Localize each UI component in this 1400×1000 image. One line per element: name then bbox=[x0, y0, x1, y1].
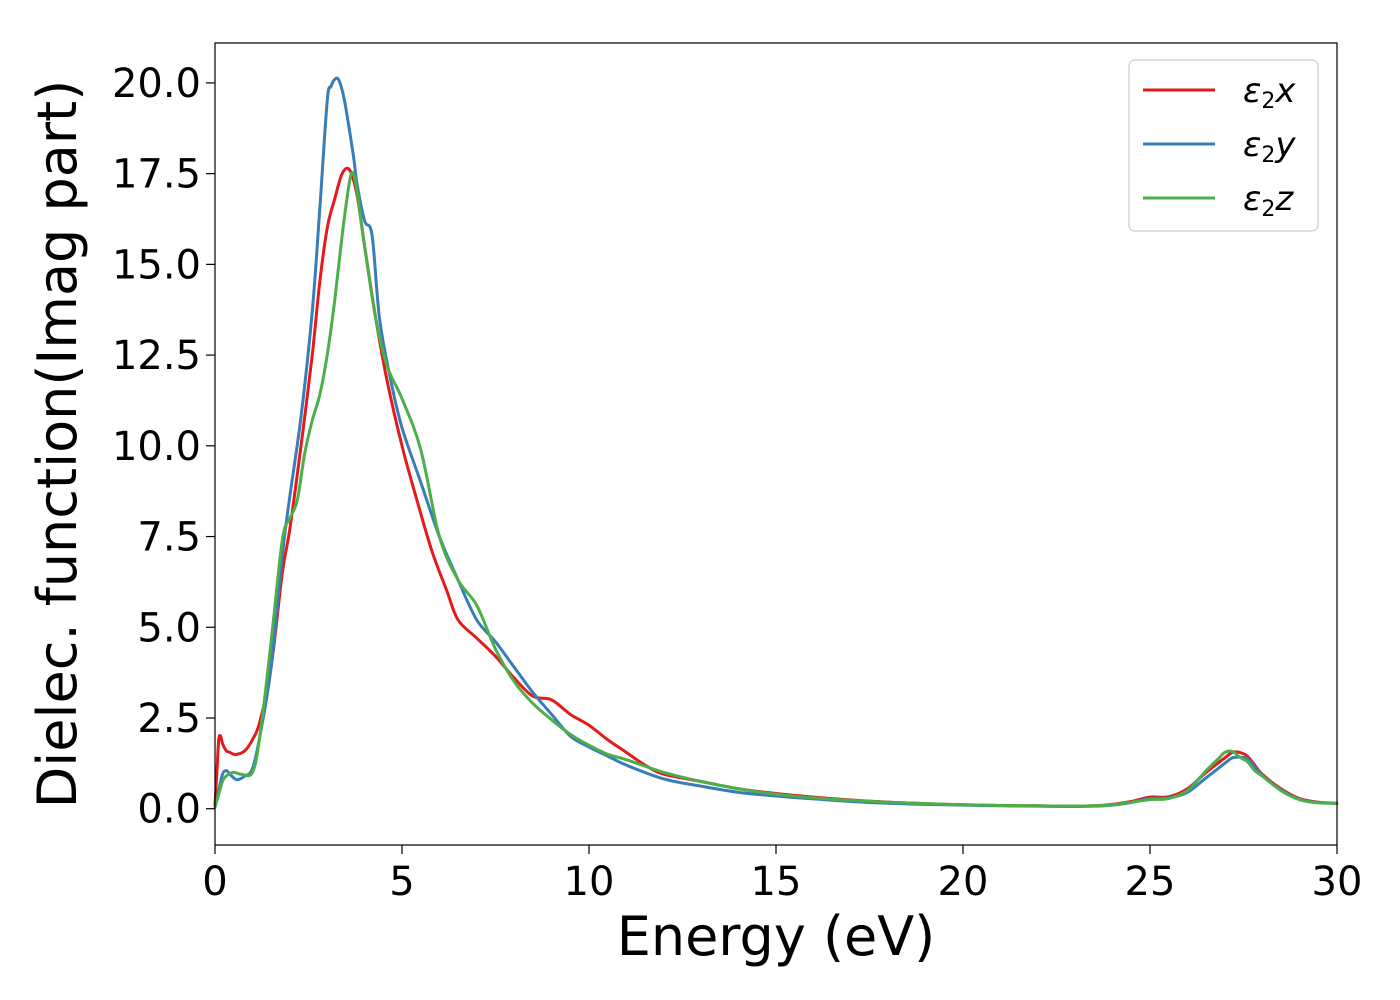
series-lines bbox=[213, 76, 1339, 809]
y-tick-label: 12.5 bbox=[112, 333, 201, 379]
y-tick-label: 15.0 bbox=[112, 242, 201, 288]
y-axis-ticks: 0.0 2.5 5.0 7.5 10.0 12.5 15.0 17.5 20.0 bbox=[112, 61, 215, 833]
x-tick-label: 25 bbox=[1125, 859, 1176, 905]
series-line-z bbox=[213, 170, 1339, 809]
x-tick-label: 20 bbox=[938, 859, 989, 905]
x-axis-ticks: 0 5 10 15 20 25 30 bbox=[202, 845, 1362, 905]
y-axis-label: Dielec. function(Imag part) bbox=[26, 80, 89, 809]
x-tick-label: 10 bbox=[564, 859, 615, 905]
y-tick-label: 7.5 bbox=[137, 515, 201, 561]
y-tick-label: 17.5 bbox=[112, 152, 201, 198]
x-tick-label: 5 bbox=[389, 859, 414, 905]
legend-label-x: ε2x bbox=[1243, 71, 1296, 114]
legend-label-y: ε2y bbox=[1243, 125, 1296, 168]
x-axis-label: Energy (eV) bbox=[617, 905, 936, 968]
y-tick-label: 10.0 bbox=[112, 424, 201, 470]
y-tick-label: 0.0 bbox=[137, 787, 201, 833]
x-tick-label: 0 bbox=[202, 859, 227, 905]
y-tick-label: 2.5 bbox=[137, 696, 201, 742]
y-tick-label: 20.0 bbox=[112, 61, 201, 107]
x-tick-label: 30 bbox=[1312, 859, 1363, 905]
y-tick-label: 5.0 bbox=[137, 605, 201, 651]
x-tick-label: 15 bbox=[751, 859, 802, 905]
legend-box bbox=[1128, 59, 1319, 232]
legend-label-z: ε2z bbox=[1243, 179, 1294, 222]
legend: ε2x ε2y ε2z bbox=[1128, 59, 1319, 232]
series-line-x bbox=[213, 166, 1339, 808]
